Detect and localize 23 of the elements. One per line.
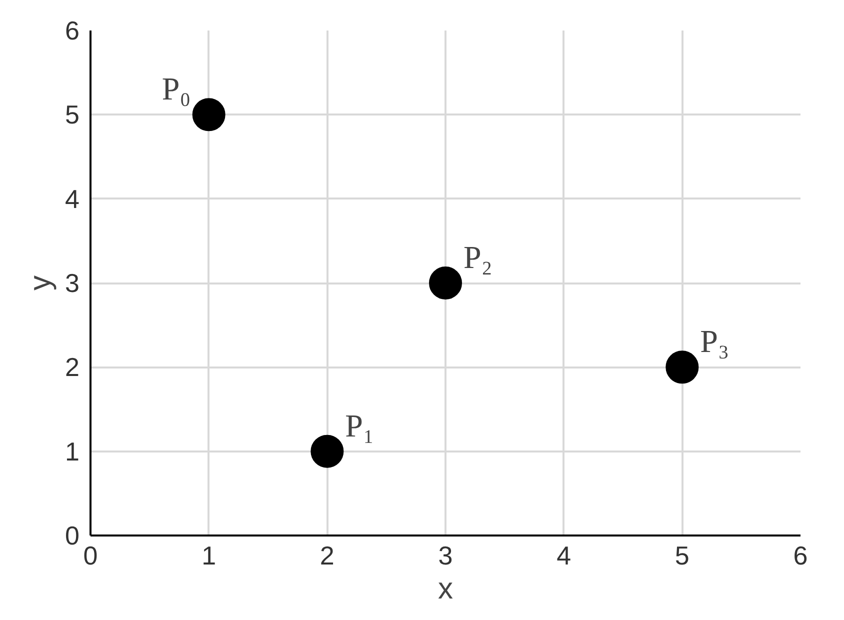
annotation: P₂ <box>464 239 492 275</box>
annotation: P₃ <box>700 323 730 360</box>
annotation: P₁ <box>345 407 374 444</box>
y-tick-label: 5 <box>65 100 80 130</box>
point <box>192 98 226 132</box>
x-tick-label: 4 <box>556 540 572 570</box>
x-tick-label: 2 <box>320 540 334 570</box>
y-axis-title: y <box>24 276 58 290</box>
point <box>429 266 462 300</box>
x-axis-title: x <box>438 572 453 606</box>
annotation: P₀ <box>162 70 191 107</box>
x-tick-label: 1 <box>202 540 216 570</box>
y-tick-label: 6 <box>65 16 80 46</box>
y-tick-label: 4 <box>65 184 80 214</box>
y-tick-label: 1 <box>65 436 80 466</box>
x-tick-label: 6 <box>793 540 808 570</box>
x-tick-label: 5 <box>674 540 690 570</box>
y-tick-label: 3 <box>65 268 80 298</box>
point <box>666 350 699 384</box>
y-tick-label: 2 <box>65 352 80 382</box>
y-tick-label: 0 <box>65 520 80 550</box>
x-tick-label: 3 <box>438 540 453 570</box>
point <box>310 434 344 468</box>
